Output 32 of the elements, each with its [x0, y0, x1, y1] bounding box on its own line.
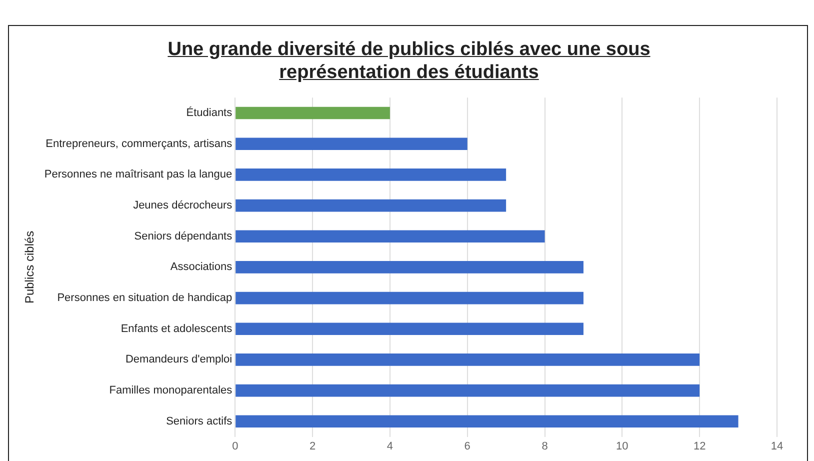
x-tick-label: 0	[232, 440, 238, 452]
x-tick-label: 2	[309, 440, 316, 452]
y-tick-label: Enfants et adolescents	[120, 322, 233, 335]
y-tick-label: Associations	[170, 261, 233, 274]
x-tick-label: 4	[386, 440, 394, 452]
x-tick-label: 14	[770, 440, 784, 452]
bar	[236, 261, 584, 274]
chart-title: Une grande diversité de publics ciblés avec une sous représentation des étudiants	[166, 38, 652, 84]
y-tick-label: Seniors dépendants	[134, 230, 233, 242]
y-tick-label: Familles monoparentales	[109, 384, 233, 397]
y-axis-title: Publics ciblés	[22, 230, 37, 304]
bar	[236, 106, 390, 120]
bar	[236, 292, 584, 304]
bar	[236, 168, 506, 181]
bar	[236, 322, 584, 336]
x-tick-label: 12	[693, 440, 706, 452]
x-tick-label: 10	[616, 440, 628, 452]
bar	[236, 354, 700, 366]
x-tick-label: 6	[464, 440, 470, 452]
y-tick-label: Personnes en situation de handicap	[57, 292, 232, 304]
y-tick-label: Étudiants	[186, 106, 233, 120]
x-tick-label: 8	[542, 440, 548, 452]
bar	[236, 415, 738, 428]
y-tick-label: Demandeurs d'emploi	[125, 354, 232, 366]
bar	[236, 384, 700, 397]
bar	[236, 138, 468, 150]
y-tick-label: Personnes ne maîtrisant pas la langue	[44, 168, 232, 181]
y-tick-label: Seniors actifs	[166, 415, 233, 428]
bar	[236, 199, 506, 212]
y-tick-label: Entrepreneurs, commerçants, artisans	[46, 138, 233, 150]
bar	[236, 230, 545, 243]
y-tick-label: Jeunes décrocheurs	[133, 200, 233, 212]
